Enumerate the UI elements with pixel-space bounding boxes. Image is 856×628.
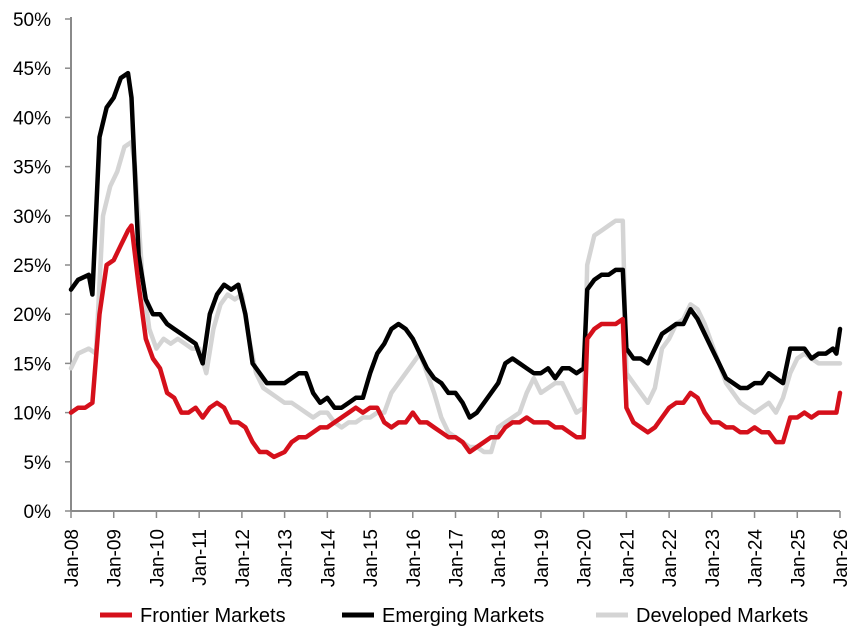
- x-tick-label: Jan-21: [617, 529, 638, 587]
- y-tick-label: 35%: [13, 158, 51, 179]
- x-tick-label: Jan-13: [276, 529, 297, 587]
- series-layer: [68, 70, 843, 460]
- legend: Frontier Markets Emerging Markets Develo…: [100, 605, 808, 627]
- legend-item-developed: Developed Markets: [596, 605, 808, 627]
- series-line-frontier-markets: [68, 223, 843, 460]
- y-tick-label: 20%: [13, 305, 51, 326]
- x-tick-label: Jan-26: [831, 529, 852, 587]
- y-tick-label: 30%: [13, 207, 51, 228]
- x-axis: Jan-08 Jan-09 Jan-10 Jan-11 Jan-12 Jan-13 Jan-…: [62, 510, 852, 588]
- y-tick-label: 15%: [13, 354, 51, 375]
- x-tick-label: Jan-09: [105, 529, 126, 587]
- x-tick-label: Jan-24: [746, 529, 767, 588]
- legend-item-frontier: Frontier Markets: [100, 605, 286, 627]
- x-tick-label: Jan-16: [404, 529, 425, 587]
- legend-label-emerging: Emerging Markets: [382, 605, 544, 627]
- x-tick-label: Jan-08: [62, 529, 83, 587]
- y-tick-label: 10%: [13, 404, 51, 425]
- x-tick-label: Jan-23: [703, 529, 724, 587]
- legend-label-developed: Developed Markets: [636, 605, 808, 627]
- legend-label-frontier: Frontier Markets: [140, 605, 286, 627]
- x-tick-label: Jan-14: [318, 529, 339, 588]
- x-tick-label: Jan-19: [532, 529, 553, 587]
- x-tick-label: Jan-10: [147, 529, 168, 587]
- y-tick-label: 0%: [24, 502, 52, 523]
- x-tick-label: Jan-15: [361, 529, 382, 587]
- y-tick-label: 45%: [13, 59, 51, 80]
- series-line-emerging-markets: [68, 70, 843, 420]
- y-tick-label: 25%: [13, 256, 51, 277]
- x-tick-label: Jan-22: [660, 529, 681, 587]
- x-tick-label: Jan-25: [788, 529, 809, 587]
- y-tick-label: 50%: [13, 10, 51, 31]
- y-axis: 0% 5% 10% 15% 20% 25% 30% 35% 40% 45% 50%: [13, 10, 72, 523]
- series-line-developed-markets: [68, 139, 843, 455]
- y-tick-label: 40%: [13, 108, 51, 129]
- legend-item-emerging: Emerging Markets: [342, 605, 544, 627]
- x-tick-label: Jan-20: [575, 529, 596, 587]
- x-tick-label: Jan-12: [233, 529, 254, 587]
- x-tick-label: Jan-17: [447, 529, 468, 587]
- x-tick-label: Jan-11: [190, 529, 211, 586]
- y-tick-label: 5%: [24, 453, 52, 474]
- x-tick-label: Jan-18: [489, 529, 510, 587]
